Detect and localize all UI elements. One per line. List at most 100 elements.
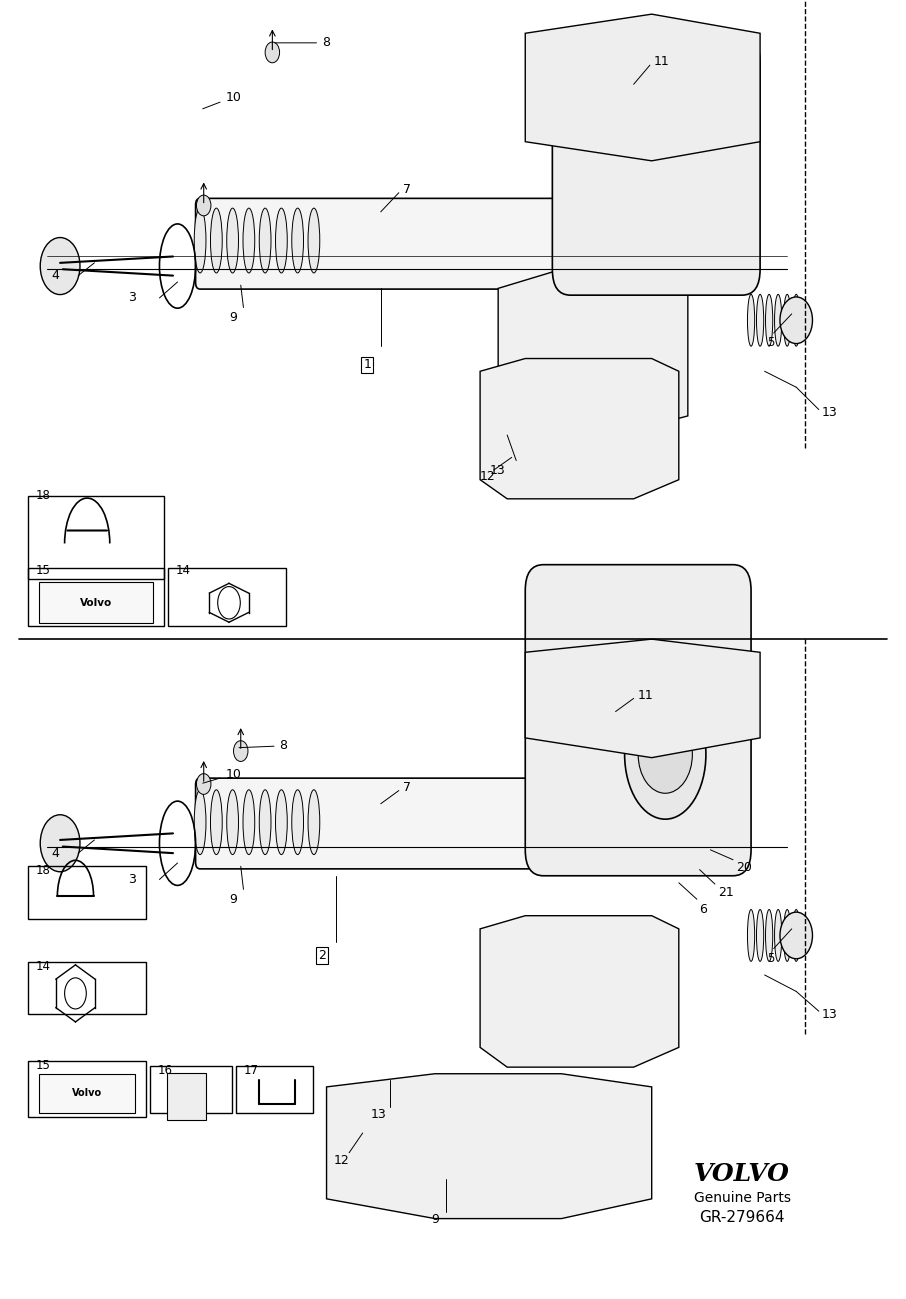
Ellipse shape [292,790,304,855]
Ellipse shape [259,790,271,855]
Text: 13: 13 [822,407,837,420]
Ellipse shape [226,790,238,855]
Polygon shape [498,269,688,435]
Circle shape [234,740,248,761]
Circle shape [40,238,80,295]
Text: 9: 9 [229,892,236,905]
FancyBboxPatch shape [196,199,710,290]
Text: 11: 11 [653,56,670,69]
Ellipse shape [766,909,773,961]
Text: 10: 10 [203,91,241,109]
Ellipse shape [210,208,222,273]
Ellipse shape [757,295,764,347]
Bar [28,1060,146,1117]
Ellipse shape [775,909,782,961]
Polygon shape [525,639,760,757]
Text: 9: 9 [229,310,236,323]
Text: Volvo: Volvo [72,1089,102,1099]
Circle shape [40,814,80,872]
Text: 14: 14 [176,564,190,577]
Text: 13: 13 [822,1008,837,1021]
Text: 3: 3 [128,291,136,304]
Ellipse shape [243,790,255,855]
Circle shape [638,716,692,794]
Bar [150,1065,232,1113]
Ellipse shape [784,909,791,961]
Ellipse shape [210,790,222,855]
Text: 11: 11 [637,688,653,701]
Ellipse shape [747,909,755,961]
Ellipse shape [226,208,238,273]
Ellipse shape [775,295,782,347]
Text: 9: 9 [431,1213,439,1226]
Text: 18: 18 [35,864,51,877]
Text: 21: 21 [718,886,733,899]
Ellipse shape [757,909,764,961]
Polygon shape [480,916,679,1068]
Text: 15: 15 [35,1059,51,1072]
Text: 7: 7 [403,781,411,794]
Ellipse shape [784,295,791,347]
Text: 18: 18 [35,490,51,503]
Text: 17: 17 [244,1064,258,1077]
Circle shape [197,774,211,795]
Text: Volvo: Volvo [80,598,112,608]
Text: 8: 8 [275,36,330,49]
Text: 14: 14 [35,960,51,973]
Ellipse shape [308,208,320,273]
Ellipse shape [275,208,287,273]
Ellipse shape [793,295,800,347]
Ellipse shape [292,208,304,273]
Text: 12: 12 [333,1154,350,1167]
Polygon shape [525,14,760,161]
Text: 1: 1 [363,359,371,372]
Text: 13: 13 [489,464,506,477]
Text: 16: 16 [158,1064,173,1077]
FancyBboxPatch shape [553,36,760,295]
Ellipse shape [308,790,320,855]
Text: 13: 13 [371,1108,387,1121]
Text: 7: 7 [403,183,411,196]
Text: 10: 10 [203,768,241,783]
Text: 2: 2 [318,948,326,961]
Text: 3: 3 [128,873,136,886]
Circle shape [780,297,813,344]
FancyBboxPatch shape [196,778,710,869]
Text: GR-279664: GR-279664 [699,1209,785,1225]
Text: 6: 6 [699,903,708,916]
Circle shape [780,912,813,959]
Ellipse shape [259,208,271,273]
Ellipse shape [243,208,255,273]
Bar [236,1065,313,1113]
FancyBboxPatch shape [525,565,751,876]
Bar [28,496,164,578]
Ellipse shape [194,790,206,855]
Text: 8: 8 [239,739,287,752]
Bar [169,568,286,626]
Text: 20: 20 [736,861,752,874]
Ellipse shape [747,295,755,347]
Bar [28,961,146,1015]
Bar [28,866,146,918]
Text: 12: 12 [480,470,496,483]
Ellipse shape [766,295,773,347]
Ellipse shape [793,909,800,961]
Bar [39,1074,135,1113]
Polygon shape [167,1073,207,1120]
Ellipse shape [194,208,206,273]
Text: 15: 15 [35,564,51,577]
Bar [39,582,153,624]
Text: VOLVO: VOLVO [694,1163,790,1186]
Bar [28,568,164,626]
Text: 4: 4 [51,269,59,282]
Ellipse shape [624,690,706,820]
Text: 5: 5 [767,336,775,349]
Text: 4: 4 [51,847,59,860]
Polygon shape [326,1074,651,1218]
Text: Genuine Parts: Genuine Parts [693,1191,791,1204]
Circle shape [265,42,280,62]
Circle shape [197,195,211,216]
Text: 5: 5 [767,952,775,965]
Ellipse shape [275,790,287,855]
Polygon shape [480,359,679,499]
